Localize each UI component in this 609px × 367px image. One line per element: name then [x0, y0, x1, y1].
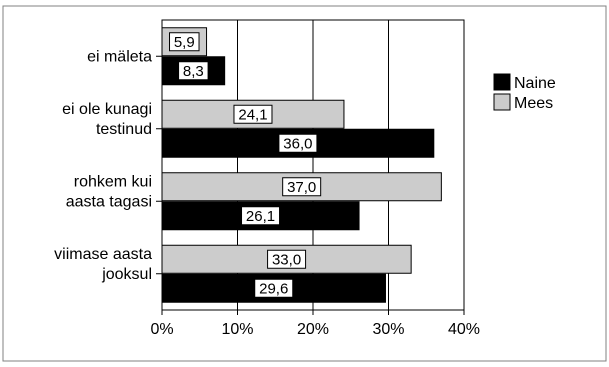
- data-label-box: [233, 104, 273, 124]
- category-label: ei ole kunagi: [62, 101, 152, 118]
- category-label: rohkem kui: [74, 173, 152, 190]
- data-label: 37,0: [287, 179, 316, 196]
- category-label: jooksul: [101, 266, 152, 283]
- legend-swatch: [493, 73, 511, 91]
- category-label: ei mäleta: [87, 48, 152, 65]
- data-label: 5,9: [174, 34, 195, 51]
- data-label: 24,1: [238, 106, 267, 123]
- x-tick-label: 40%: [448, 321, 480, 338]
- data-label-box: [282, 177, 322, 197]
- chart-frame: [2, 5, 607, 362]
- category-label: viimase aasta: [54, 246, 152, 263]
- category-label: testinud: [96, 121, 152, 138]
- data-label-box: [241, 206, 281, 226]
- legend-swatch: [493, 93, 511, 111]
- data-label-box: [267, 249, 307, 269]
- x-tick-label: 10%: [221, 321, 253, 338]
- x-tick-label: 0%: [150, 321, 173, 338]
- x-tick-label: 30%: [372, 321, 404, 338]
- x-tick-label: 20%: [297, 321, 329, 338]
- data-label-box: [178, 61, 209, 81]
- data-label-box: [169, 32, 200, 52]
- data-label: 8,3: [183, 63, 204, 80]
- data-label: 36,0: [283, 135, 312, 152]
- legend-label: Naine: [514, 75, 556, 92]
- data-label-box: [278, 133, 318, 153]
- data-label: 29,6: [259, 280, 288, 297]
- data-label: 33,0: [272, 251, 301, 268]
- data-label: 26,1: [246, 208, 275, 225]
- data-label-box: [254, 278, 294, 298]
- legend-label: Mees: [514, 95, 553, 112]
- category-label: aasta tagasi: [66, 193, 152, 210]
